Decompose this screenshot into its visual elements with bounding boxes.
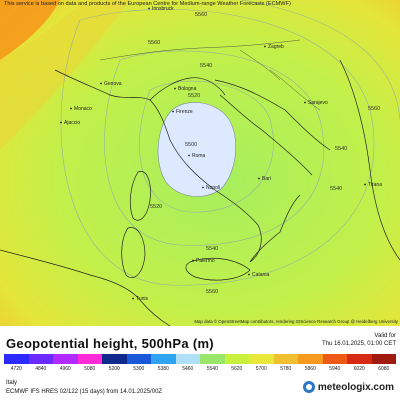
city-label: Tirana	[368, 182, 382, 188]
contour-label: 5520	[188, 93, 200, 99]
scale-tick-label: 5080	[84, 366, 96, 372]
scale-tick-label: 4840	[35, 366, 47, 372]
scale-swatch	[322, 354, 347, 364]
map-attribution[interactable]: Map data © OpenStreetMap contributors, r…	[194, 319, 398, 324]
contour-label: 5560	[368, 106, 380, 112]
city-label: Sarajevo	[308, 100, 328, 106]
city-dot	[172, 110, 174, 113]
brand[interactable]: meteologix.com	[302, 381, 394, 393]
scale-swatch	[224, 354, 249, 364]
city-label: Zagreb	[268, 44, 284, 50]
brand-name: meteologix.com	[317, 381, 394, 393]
scale-swatch	[200, 354, 225, 364]
contour-label: 5540	[330, 186, 342, 192]
scale-tick-label: 4960	[59, 366, 71, 372]
city-label: Tunis	[136, 296, 149, 302]
city-dot	[174, 87, 176, 90]
contour-label: 5540	[200, 63, 212, 69]
city-label: Napoli	[206, 185, 220, 191]
valid-label: Valid for	[374, 333, 396, 339]
ecmwf-notice: This service is based on data and produc…	[4, 1, 291, 7]
city-label: Genova	[104, 81, 122, 87]
scale-tick-label: 5700	[255, 366, 267, 372]
city-label: Bologna	[178, 86, 197, 92]
city-label: Catania	[252, 272, 269, 278]
city-label: Ajaccio	[64, 120, 80, 126]
city-label: Monaco	[74, 106, 92, 112]
city-dot	[60, 121, 62, 124]
contour-label: 5500	[185, 142, 197, 148]
scale-swatch	[273, 354, 298, 364]
scale-tick-label: 6080	[378, 366, 390, 372]
model-run-label: ECMWF IFS HRES 02/122 (15 days) from 14.…	[6, 389, 163, 395]
weather-map[interactable]: Innsbruck Zagreb Genova Bologna Monaco Firenz…	[0, 0, 400, 327]
city-dot	[148, 7, 150, 10]
scale-tick-label: 5540	[206, 366, 218, 372]
scale-swatch	[77, 354, 102, 364]
scale-tick-label: 5940	[329, 366, 341, 372]
scale-tick-label: 4720	[10, 366, 22, 372]
scale-swatch	[151, 354, 176, 364]
color-scale-ticks: 4720 4840 4960 5080 5200 5300 5380 5460 5540 5620…	[4, 366, 396, 374]
orange-band	[0, 0, 60, 60]
scale-tick-label: 5620	[231, 366, 243, 372]
city-label: Innsbruck	[152, 6, 174, 12]
city-dot	[364, 183, 366, 186]
city-dot	[132, 297, 134, 300]
city-dot	[304, 101, 306, 104]
scale-swatch	[298, 354, 323, 364]
scale-swatch	[4, 354, 29, 364]
borders	[99, 39, 321, 111]
meteologix-logo-icon	[302, 381, 315, 393]
city-dot	[248, 273, 250, 276]
scale-swatch	[53, 354, 78, 364]
city-dot	[70, 107, 72, 110]
scale-tick-label: 5200	[108, 366, 120, 372]
city-label: Firenze	[176, 109, 193, 115]
contour-label: 5560	[148, 40, 160, 46]
color-scale	[4, 354, 396, 366]
scale-tick-label: 6020	[353, 366, 365, 372]
contour-label: 5560	[195, 12, 207, 18]
city-label: Bari	[262, 176, 271, 182]
city-dot	[264, 45, 266, 48]
city-dot	[192, 259, 194, 262]
city-label: Roma	[192, 153, 206, 159]
scale-tick-label: 5780	[280, 366, 292, 372]
scale-swatch	[175, 354, 200, 364]
city-dot	[100, 82, 102, 85]
scale-swatch	[371, 354, 396, 364]
valid-time: Valid for Thu 16.01.2025, 01:00 CET	[322, 332, 396, 348]
contour-label: 5520	[150, 204, 162, 210]
scale-swatch	[28, 354, 53, 364]
scale-swatch	[249, 354, 274, 364]
city-dot	[202, 186, 204, 189]
scale-swatch	[347, 354, 372, 364]
contour-lines	[40, 0, 400, 286]
scale-tick-label: 5380	[157, 366, 169, 372]
contour-label: 5560	[206, 289, 218, 295]
city-dot	[258, 177, 260, 180]
scale-swatch	[126, 354, 151, 364]
low-pressure-area	[157, 102, 237, 197]
scale-tick-label: 5860	[304, 366, 316, 372]
valid-date: Thu 16.01.2025, 01:00 CET	[321, 341, 396, 347]
contour-label: 5540	[335, 146, 347, 152]
scale-swatch	[102, 354, 127, 364]
legend-title: Geopotential height, 500hPa (m)	[6, 336, 214, 351]
region-label: Italy	[6, 380, 18, 386]
scale-tick-label: 5460	[182, 366, 194, 372]
coastlines	[0, 59, 400, 327]
scale-tick-label: 5300	[133, 366, 145, 372]
city-label: Palermo	[196, 258, 215, 264]
city-dot	[188, 154, 190, 157]
contour-label: 5540	[206, 246, 218, 252]
